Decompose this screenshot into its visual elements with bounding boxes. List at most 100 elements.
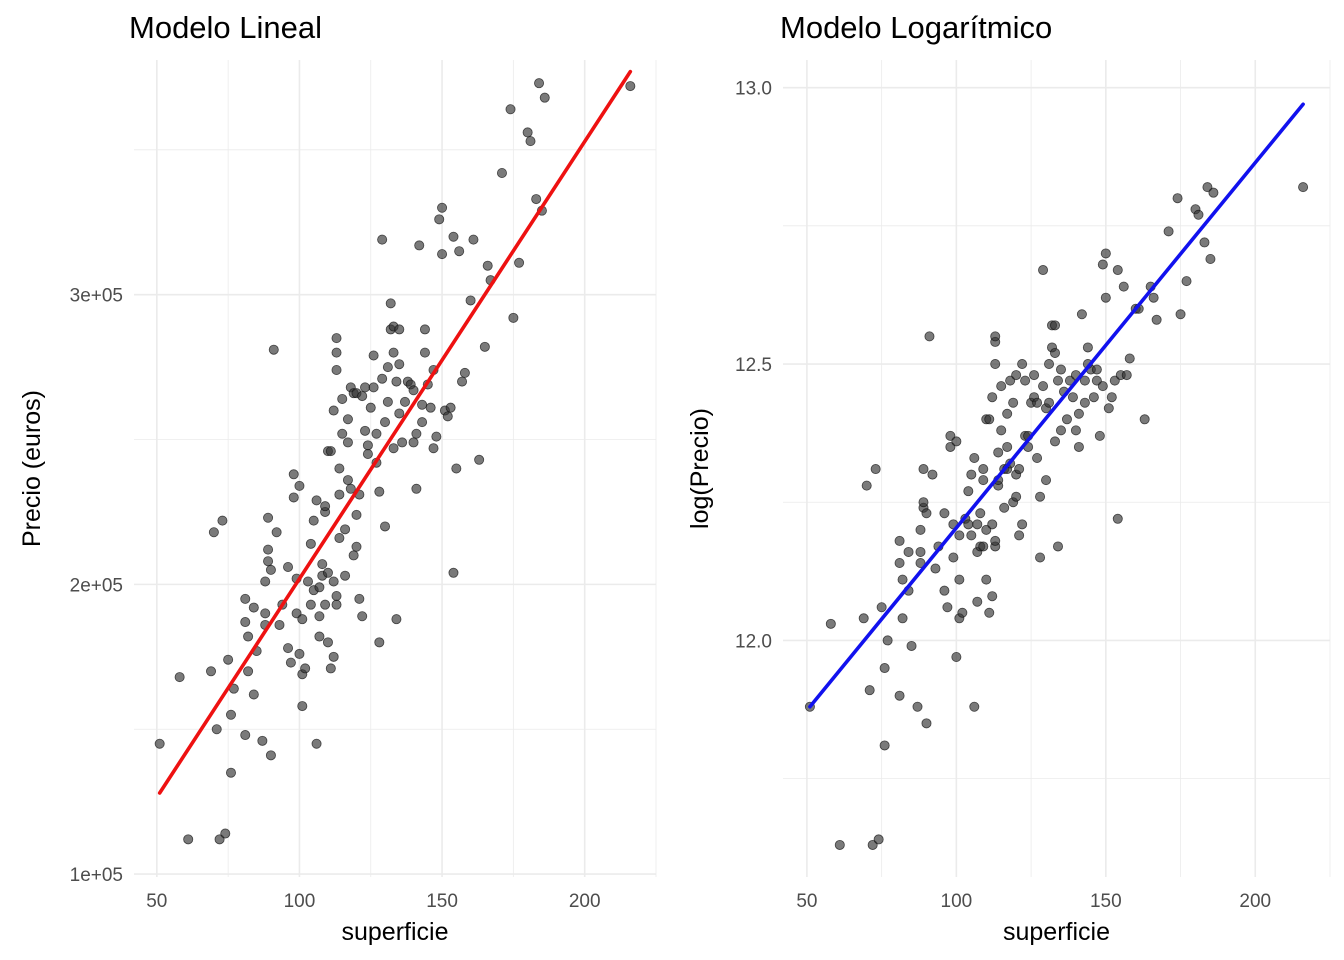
left-data-point	[397, 437, 408, 448]
right-data-point	[1061, 414, 1072, 425]
left-data-point	[394, 359, 405, 370]
right-data-point	[1011, 370, 1022, 381]
left-data-point	[625, 81, 636, 92]
right-data-point	[1106, 392, 1117, 403]
right-data-point	[987, 591, 998, 602]
left-data-point	[454, 246, 465, 257]
right-grid	[783, 60, 1331, 877]
left-data-point	[522, 127, 533, 138]
left-data-point	[539, 92, 550, 103]
right-data-point	[963, 519, 974, 530]
left-data-point	[337, 428, 348, 439]
right-data-point	[1076, 309, 1087, 320]
left-chart-panel: 50 100 150 200 1e+05 2e+05 3e+05 superficie Prec…	[18, 60, 657, 946]
left-data-point	[314, 611, 325, 622]
left-data-point	[459, 367, 470, 378]
left-data-point	[337, 393, 348, 404]
left-data-point	[314, 631, 325, 642]
left-y-tick-label: 3e+05	[70, 286, 123, 307]
left-data-point	[225, 709, 236, 720]
right-data-point	[1082, 342, 1093, 353]
left-data-point	[388, 443, 399, 454]
right-data-point	[1205, 253, 1216, 264]
left-x-tick-label: 50	[146, 891, 167, 912]
left-data-point	[320, 599, 331, 610]
right-data-point	[864, 685, 875, 696]
left-data-point	[377, 373, 388, 384]
left-data-point	[325, 663, 336, 674]
right-data-point	[918, 497, 929, 508]
left-data-point	[391, 614, 402, 625]
right-data-point	[858, 613, 869, 624]
left-fit-line	[157, 69, 633, 795]
right-data-point	[1103, 403, 1114, 414]
right-y-tick-label: 12.0	[735, 631, 772, 652]
left-chart-title: Modelo Lineal	[129, 10, 323, 45]
right-data-point	[951, 436, 962, 447]
right-data-point	[915, 546, 926, 557]
left-data-point	[265, 564, 276, 575]
right-data-point	[1050, 347, 1061, 358]
right-data-point	[1097, 259, 1108, 270]
left-data-point	[274, 619, 285, 630]
left-data-point	[342, 437, 353, 448]
right-data-point	[1044, 359, 1055, 370]
left-data-point	[300, 663, 311, 674]
right-data-point	[1175, 309, 1186, 320]
left-data-point	[514, 257, 525, 268]
left-data-point	[285, 657, 296, 668]
right-data-point	[963, 486, 974, 497]
right-data-point	[1050, 436, 1061, 447]
right-chart-panel: 50 100 150 200 12.0 12.5 13.0 superficie log(Pre…	[686, 60, 1331, 946]
right-data-point	[1038, 265, 1049, 276]
left-data-point	[368, 350, 379, 361]
left-data-point	[320, 501, 331, 512]
left-data-point	[325, 446, 336, 457]
left-grid	[134, 60, 657, 877]
right-data-point	[1011, 491, 1022, 502]
right-data-point	[1029, 370, 1040, 381]
right-data-point	[834, 839, 845, 850]
right-data-point	[882, 635, 893, 646]
right-data-point	[1079, 375, 1090, 386]
left-data-point	[434, 214, 445, 225]
left-data-point	[351, 509, 362, 520]
left-data-point	[331, 599, 342, 610]
right-x-tick-label: 200	[1239, 891, 1271, 912]
right-data-point	[972, 596, 983, 607]
left-data-point	[243, 631, 254, 642]
right-data-point	[1112, 513, 1123, 524]
right-data-point	[1121, 370, 1132, 381]
left-x-axis-title: superficie	[342, 918, 449, 946]
left-data-point	[360, 382, 371, 393]
right-data-point	[984, 607, 995, 618]
left-data-point	[183, 834, 194, 845]
left-data-point	[531, 194, 542, 205]
left-data-point	[334, 489, 345, 500]
right-y-tick-label: 13.0	[735, 79, 772, 100]
right-data-point	[1035, 552, 1046, 563]
left-data-point	[314, 582, 325, 593]
left-data-point	[351, 541, 362, 552]
right-data-point	[1100, 248, 1111, 259]
left-y-axis-title: Precio (euros)	[18, 390, 46, 547]
right-data-point	[981, 574, 992, 585]
right-data-point	[825, 618, 836, 629]
right-data-point	[912, 701, 923, 712]
left-data-point	[340, 570, 351, 581]
right-data-point	[978, 541, 989, 552]
left-data-point	[394, 408, 405, 419]
left-data-point	[411, 483, 422, 494]
right-data-point	[1014, 464, 1025, 475]
right-data-point	[987, 392, 998, 403]
left-data-point	[468, 234, 479, 245]
right-data-point	[1035, 491, 1046, 502]
right-data-point	[921, 718, 932, 729]
left-data-point	[437, 202, 448, 213]
left-data-point	[288, 469, 299, 480]
right-data-point	[870, 464, 881, 475]
right-data-point	[1067, 392, 1078, 403]
left-data-point	[283, 562, 294, 573]
left-data-point	[345, 483, 356, 494]
